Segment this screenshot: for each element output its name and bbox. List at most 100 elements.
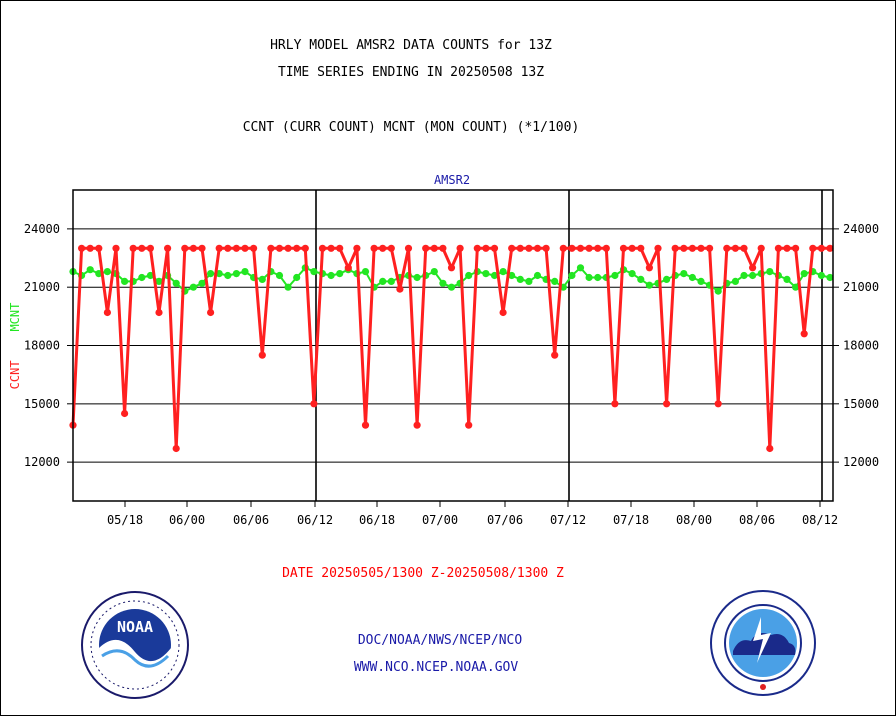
data-point-ccnt [723,244,731,252]
y-tick-label-left: 18000 [24,339,60,353]
data-point-ccnt [413,421,421,429]
data-point-ccnt [568,244,576,252]
data-point-mcnt [155,277,163,285]
data-point-mcnt [310,268,318,276]
data-point-ccnt [766,444,774,453]
data-point-ccnt [146,244,154,252]
data-point-ccnt [207,308,215,317]
y-tick-label-left: 12000 [24,455,60,469]
data-point-mcnt [714,287,722,295]
data-point-mcnt [594,273,602,282]
data-point-mcnt [293,273,301,282]
data-point-ccnt [404,244,413,252]
data-point-ccnt [422,244,430,252]
data-point-ccnt [293,244,301,252]
y-tick-label-left: 24000 [24,222,60,236]
data-point-ccnt [576,244,585,252]
x-tick-label: 06/00 [169,513,205,527]
data-point-mcnt [628,270,636,278]
data-point-ccnt [740,244,748,252]
data-point-mcnt [783,275,791,283]
data-point-ccnt [473,244,481,252]
data-point-ccnt [353,244,361,252]
data-point-ccnt [447,264,456,272]
data-point-ccnt [663,400,671,408]
data-point-ccnt [327,244,335,252]
data-point-mcnt [585,273,593,282]
data-point-ccnt [516,244,524,252]
data-point-mcnt [232,270,240,278]
data-point-mcnt [121,277,129,285]
y-tick-label-right: 21000 [843,280,879,294]
data-point-ccnt [336,244,344,252]
data-point-mcnt [224,271,232,280]
data-point-mcnt [680,270,688,278]
data-point-ccnt [714,400,722,408]
x-tick-label: 07/12 [550,513,586,527]
data-point-ccnt [189,244,197,252]
data-point-ccnt [456,244,464,252]
data-point-mcnt [817,271,826,280]
data-point-mcnt [241,268,249,276]
data-point-mcnt [576,264,585,272]
data-point-mcnt [611,271,619,280]
x-tick-label: 08/06 [739,513,775,527]
data-point-ccnt [731,244,740,252]
data-point-ccnt [533,244,542,252]
data-point-ccnt [344,264,352,272]
data-point-mcnt [740,271,748,280]
data-point-ccnt [78,244,86,252]
data-point-ccnt [706,244,714,252]
data-point-ccnt [628,244,636,252]
x-tick-label: 08/12 [802,513,838,527]
data-point-ccnt [95,244,103,252]
site-link[interactable]: WWW.NCO.NCEP.NOAA.GOV [353,660,519,675]
data-point-mcnt [275,271,284,280]
data-point-ccnt [241,244,249,252]
data-point-ccnt [361,421,370,429]
data-point-mcnt [465,271,473,280]
noaa-logo-icon: NOAA [81,591,189,699]
data-point-mcnt [645,281,654,289]
data-point-mcnt [387,277,395,285]
data-point-mcnt [103,268,111,276]
data-point-ccnt [800,330,808,338]
x-tick-label: 06/06 [233,513,269,527]
data-point-mcnt [138,273,146,282]
data-point-mcnt [198,279,206,287]
data-point-ccnt [482,244,490,252]
data-point-mcnt [258,275,266,283]
data-point-ccnt [774,244,783,252]
data-point-mcnt [361,268,370,276]
data-point-ccnt [619,244,628,252]
data-point-ccnt [370,244,378,252]
org-link[interactable]: DOC/NOAA/NWS/NCEP/NCO [357,633,523,648]
data-point-ccnt [602,244,610,252]
data-point-ccnt [671,244,679,252]
data-point-ccnt [654,244,662,252]
y-tick-label-left: 21000 [24,280,60,294]
data-point-ccnt [757,244,765,252]
data-point-ccnt [310,400,318,408]
y-axis-label-mcnt: MCNT [8,303,22,332]
data-point-mcnt [499,268,507,276]
x-tick-label: 08/00 [676,513,712,527]
date-range: DATE 20250505/1300 Z-20250508/1300 Z [282,566,564,581]
x-tick-label: 06/12 [297,513,333,527]
data-point-ccnt [198,244,206,252]
x-tick-label: 07/18 [613,513,649,527]
data-point-ccnt [508,244,516,252]
data-point-ccnt [525,244,533,252]
y-tick-label-right: 15000 [843,397,879,411]
data-point-ccnt [499,308,507,317]
data-point-mcnt [663,275,671,283]
data-point-mcnt [482,270,490,278]
noaa-logo-text: NOAA [117,618,153,636]
data-point-ccnt [232,244,240,252]
data-point-ccnt [542,244,550,252]
data-point-ccnt [250,244,258,252]
data-point-mcnt [430,268,438,276]
data-point-mcnt [792,283,800,291]
data-point-mcnt [327,271,335,280]
